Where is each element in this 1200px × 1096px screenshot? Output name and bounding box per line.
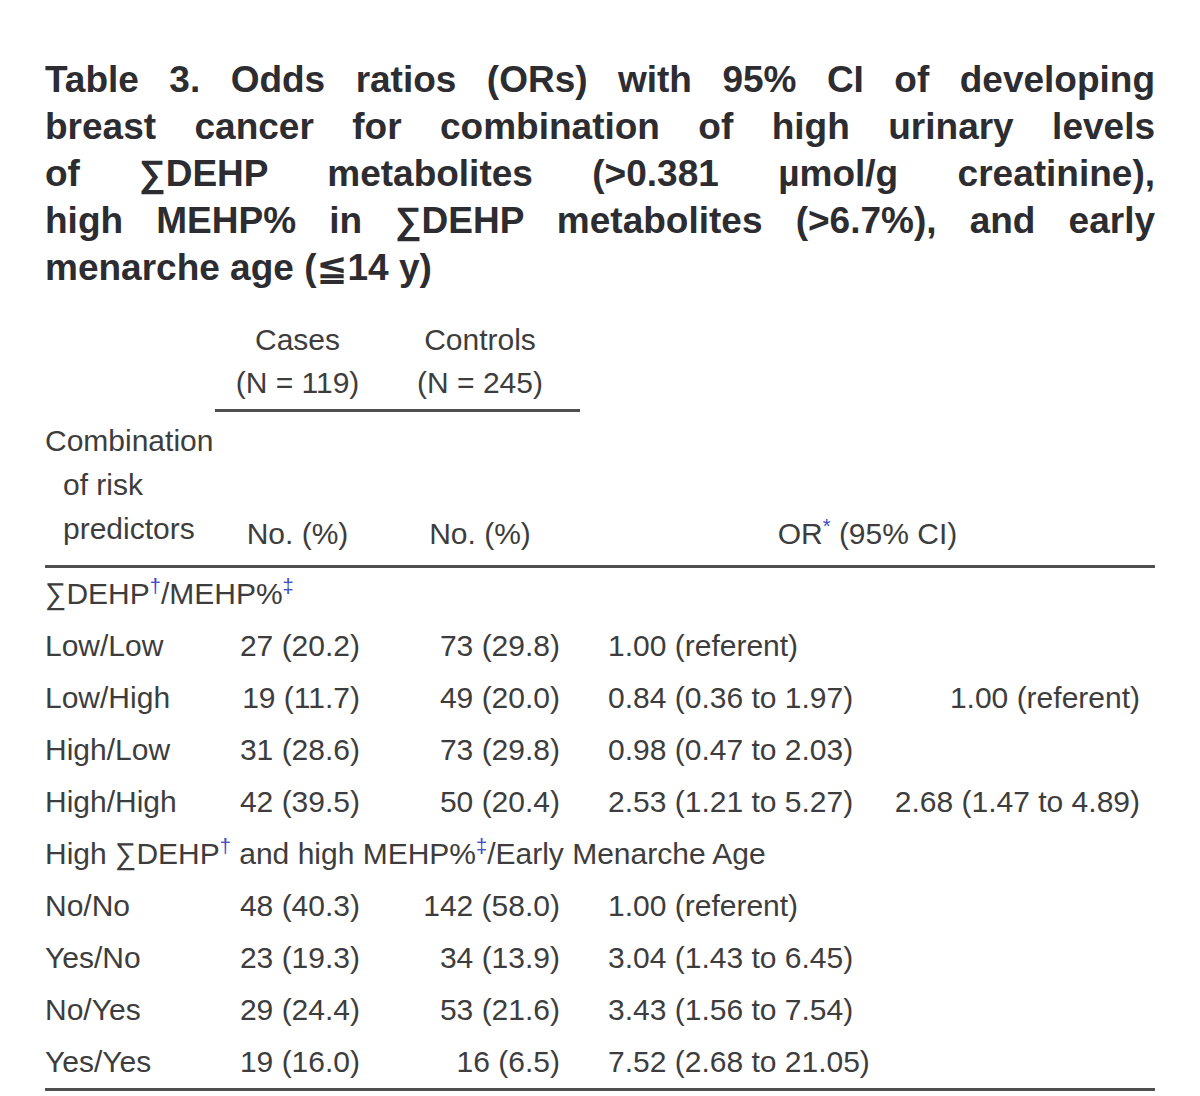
- cases-n-header: (N = 119): [215, 363, 380, 411]
- cases-cell: 23 (19.3): [215, 932, 380, 984]
- superscript-marker: ‡: [476, 835, 487, 857]
- controls-n-header: (N = 245): [380, 363, 580, 411]
- label-text: High ∑DEHP: [45, 837, 220, 870]
- cases-no-header: No. (%): [215, 411, 380, 567]
- cases-cell: 19 (11.7): [215, 672, 380, 724]
- controls-cell: 49 (20.0): [380, 672, 580, 724]
- or-cell: 0.84 (0.36 to 1.97): [580, 672, 890, 724]
- predictor-cell: Low/High: [45, 672, 215, 724]
- predictor-cell: Yes/No: [45, 932, 215, 984]
- cases-cell: 48 (40.3): [215, 880, 380, 932]
- predictor-cell: No/No: [45, 880, 215, 932]
- empty-cell: [580, 320, 890, 363]
- section-label: ∑DEHP†/MEHP%‡: [45, 566, 1155, 620]
- section-header-row: High ∑DEHP† and high MEHP%‡/Early Menarc…: [45, 828, 1155, 880]
- controls-cell: 73 (29.8): [380, 620, 580, 672]
- or-cell: 1.00 (referent): [580, 620, 890, 672]
- cases-cell: 42 (39.5): [215, 776, 380, 828]
- or-ci-header: OR* (95% CI): [580, 411, 1155, 567]
- predictor-cell: High/Low: [45, 724, 215, 776]
- table-row: High/Low31 (28.6)73 (29.8)0.98 (0.47 to …: [45, 724, 1155, 776]
- cases-group-header: Cases: [215, 320, 380, 363]
- empty-cell: [45, 320, 215, 363]
- or-cell: 3.04 (1.43 to 6.45): [580, 932, 890, 984]
- section-header-row: ∑DEHP†/MEHP%‡: [45, 566, 1155, 620]
- superscript-marker: *: [823, 515, 831, 537]
- label-text: ∑DEHP: [45, 577, 150, 610]
- label-text: /MEHP%: [161, 577, 283, 610]
- section-label: High ∑DEHP† and high MEHP%‡/Early Menarc…: [45, 828, 1155, 880]
- predictor-cell: Yes/Yes: [45, 1036, 215, 1090]
- cases-cell: 29 (24.4): [215, 984, 380, 1036]
- stub-header-line: Combination: [45, 419, 215, 463]
- controls-cell: 16 (6.5): [380, 1036, 580, 1090]
- table-row: Low/Low27 (20.2)73 (29.8)1.00 (referent): [45, 620, 1155, 672]
- table-row: No/No48 (40.3)142 (58.0)1.00 (referent): [45, 880, 1155, 932]
- table-3-figure: Table 3. Odds ratios (ORs) with 95% CI o…: [0, 0, 1200, 1091]
- table-title-line: high MEHP% in ∑DEHP metabolites (>6.7%),…: [45, 197, 1155, 244]
- cases-cell: 19 (16.0): [215, 1036, 380, 1090]
- or2-cell: [890, 984, 1155, 1036]
- label-text: (95% CI): [831, 517, 958, 550]
- controls-no-header: No. (%): [380, 411, 580, 567]
- table-header: Cases Controls (N = 119) (N = 245) Combi…: [45, 320, 1155, 566]
- controls-cell: 73 (29.8): [380, 724, 580, 776]
- group-n-row: (N = 119) (N = 245): [45, 363, 1155, 411]
- odds-ratio-table: Cases Controls (N = 119) (N = 245) Combi…: [45, 320, 1155, 1091]
- stub-header-line: of risk: [45, 463, 215, 507]
- table-row: No/Yes29 (24.4)53 (21.6)3.43 (1.56 to 7.…: [45, 984, 1155, 1036]
- table-row: Yes/Yes19 (16.0)16 (6.5)7.52 (2.68 to 21…: [45, 1036, 1155, 1090]
- or2-cell: [890, 620, 1155, 672]
- table-row: Low/High19 (11.7)49 (20.0)0.84 (0.36 to …: [45, 672, 1155, 724]
- predictor-cell: High/High: [45, 776, 215, 828]
- table-row: Yes/No23 (19.3)34 (13.9)3.04 (1.43 to 6.…: [45, 932, 1155, 984]
- stub-header: Combination of risk predictors: [45, 411, 215, 567]
- group-header-row: Cases Controls: [45, 320, 1155, 363]
- table-title: Table 3. Odds ratios (ORs) with 95% CI o…: [45, 56, 1155, 291]
- controls-cell: 53 (21.6): [380, 984, 580, 1036]
- superscript-marker: †: [220, 835, 231, 857]
- empty-cell: [890, 320, 1155, 363]
- empty-cell: [580, 363, 890, 411]
- empty-cell: [45, 363, 215, 411]
- label-text: OR: [778, 517, 823, 550]
- table-title-line: menarche age (≦14 y): [45, 244, 1155, 291]
- table-row: High/High42 (39.5)50 (20.4)2.53 (1.21 to…: [45, 776, 1155, 828]
- controls-cell: 34 (13.9): [380, 932, 580, 984]
- or-cell: 7.52 (2.68 to 21.05): [580, 1036, 890, 1090]
- controls-cell: 142 (58.0): [380, 880, 580, 932]
- column-header-row: Combination of risk predictors No. (%) N…: [45, 411, 1155, 567]
- predictor-cell: No/Yes: [45, 984, 215, 1036]
- or2-cell: [890, 932, 1155, 984]
- superscript-marker: ‡: [283, 575, 294, 597]
- cases-cell: 27 (20.2): [215, 620, 380, 672]
- or-cell: 0.98 (0.47 to 2.03): [580, 724, 890, 776]
- label-text: and high MEHP%: [231, 837, 476, 870]
- or-cell: 2.53 (1.21 to 5.27): [580, 776, 890, 828]
- controls-group-header: Controls: [380, 320, 580, 363]
- cases-cell: 31 (28.6): [215, 724, 380, 776]
- table-title-line: of ∑DEHP metabolites (>0.381 µmol/g crea…: [45, 150, 1155, 197]
- label-text: /Early Menarche Age: [487, 837, 765, 870]
- table-body: ∑DEHP†/MEHP%‡Low/Low27 (20.2)73 (29.8)1.…: [45, 566, 1155, 1089]
- or2-cell: 1.00 (referent): [890, 672, 1155, 724]
- predictor-cell: Low/Low: [45, 620, 215, 672]
- superscript-marker: †: [150, 575, 161, 597]
- controls-cell: 50 (20.4): [380, 776, 580, 828]
- or-cell: 1.00 (referent): [580, 880, 890, 932]
- stub-header-line: predictors: [45, 507, 215, 551]
- or2-cell: 2.68 (1.47 to 4.89): [890, 776, 1155, 828]
- or2-cell: [890, 880, 1155, 932]
- or2-cell: [890, 1036, 1155, 1090]
- empty-cell: [890, 363, 1155, 411]
- or-cell: 3.43 (1.56 to 7.54): [580, 984, 890, 1036]
- or2-cell: [890, 724, 1155, 776]
- table-title-line: Table 3. Odds ratios (ORs) with 95% CI o…: [45, 56, 1155, 103]
- table-title-line: breast cancer for combination of high ur…: [45, 103, 1155, 150]
